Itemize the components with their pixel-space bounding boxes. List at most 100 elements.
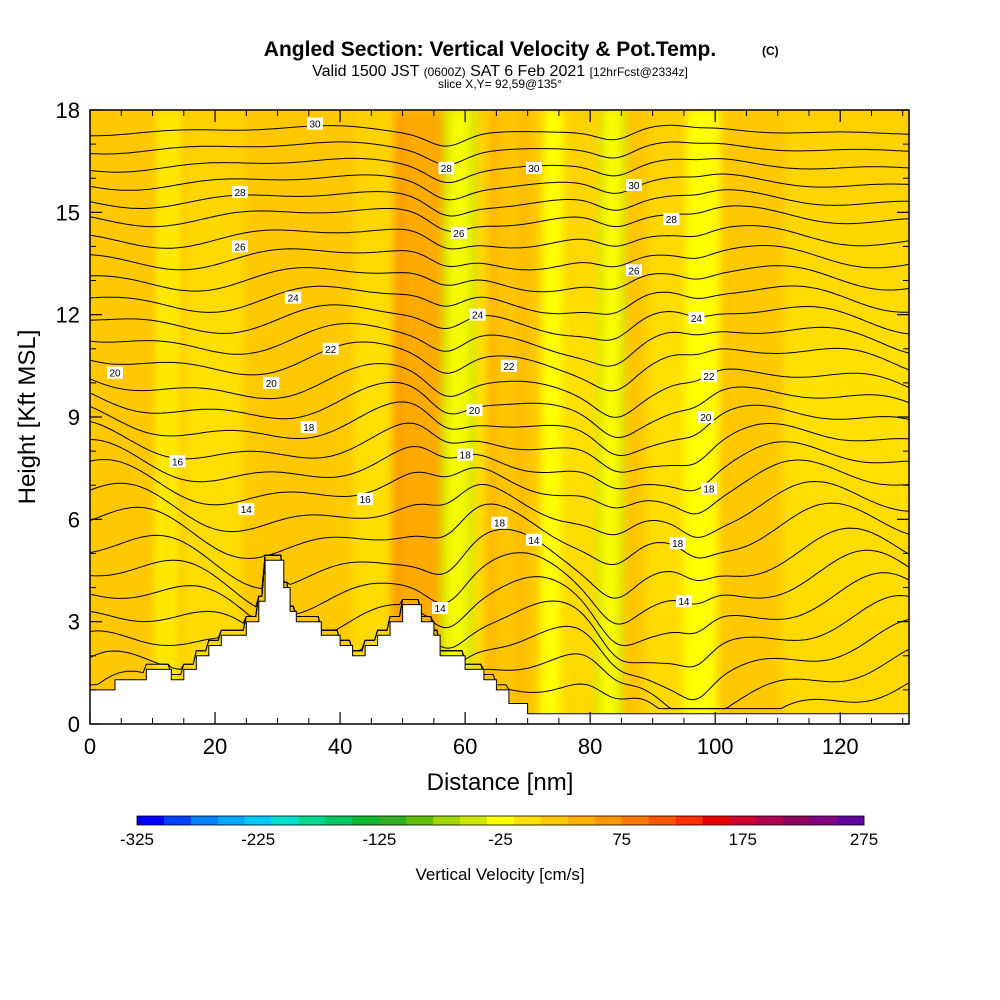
isentrope-line	[90, 304, 909, 341]
contour-label-bg	[107, 366, 124, 379]
terrain-mask	[90, 559, 909, 724]
isentrope-line	[90, 245, 909, 271]
colorbar-swatch	[783, 816, 811, 825]
updraft-band	[402, 110, 439, 724]
colorbar-swatch	[460, 816, 488, 825]
colorbar: -325 -225 -125 -25 75 175 275	[120, 815, 878, 849]
colorbar-swatch	[433, 816, 461, 825]
chart-title-suffix: (C)	[762, 44, 779, 58]
contour-label: 30	[625, 179, 642, 192]
contour-label-bg	[469, 308, 486, 321]
y-axis-label: Height [Kft MSL]	[14, 330, 41, 505]
contour-label: 22	[322, 342, 339, 356]
colorbar-swatch	[487, 816, 515, 825]
contour-label: 30	[525, 161, 542, 175]
contour-label-text: 18	[303, 423, 315, 434]
contour-label-bg	[466, 404, 483, 417]
colorbar-tick-label: 275	[850, 830, 878, 849]
downdraft-band	[159, 110, 176, 724]
contour-label: 22	[500, 359, 517, 373]
subtitle-date: SAT 6 Feb 2021	[470, 63, 585, 80]
isentrope-line	[90, 527, 909, 599]
contour-label-bg	[491, 516, 508, 529]
contour-label: 16	[357, 492, 374, 506]
contour-label-text: 24	[691, 314, 703, 325]
isentrope-line	[90, 124, 909, 147]
contour-label-text: 16	[360, 495, 372, 506]
isentrope-line	[90, 205, 909, 232]
contour-label-bg	[438, 161, 455, 174]
contour-label-bg	[700, 370, 717, 383]
contour-label: 28	[663, 213, 680, 226]
contour-label-bg	[688, 312, 705, 325]
contour-label-text: 14	[678, 597, 690, 608]
contour-label-bg	[697, 411, 714, 423]
isentrope-line	[90, 401, 909, 457]
y-tick-label: 3	[68, 610, 80, 635]
colorbar-tick-label: -325	[120, 830, 154, 849]
updraft-band	[95, 110, 164, 724]
isentrope-line	[90, 189, 909, 217]
updraft-band	[716, 110, 769, 724]
contour-label-bg	[525, 533, 542, 546]
isentrope-line	[90, 225, 909, 250]
colorbar-swatch	[540, 816, 569, 825]
colorbar-label: Vertical Velocity [cm/s]	[415, 865, 584, 884]
contour-label: 26	[232, 240, 249, 253]
colorbar-swatch	[594, 816, 622, 825]
isentrope-line	[90, 421, 909, 473]
contour-label-text: 22	[325, 345, 337, 356]
contour-label-bg	[432, 602, 449, 615]
colorbar-swatch	[217, 816, 246, 825]
isentrope-line	[90, 459, 909, 515]
colorbar-swatch	[648, 816, 676, 825]
subtitle-forecast: [12hrFcst@2334z]	[590, 65, 688, 79]
colorbar-swatch	[271, 816, 299, 825]
chart-subtitle: Valid 1500 JST (0600Z) SAT 6 Feb 2021 [1…	[312, 63, 688, 80]
contour-label-text: 26	[628, 266, 640, 277]
contour-label: 16	[169, 455, 186, 468]
contour-label-bg	[625, 264, 642, 277]
contour-label: 20	[697, 411, 714, 424]
contour-label-text: 22	[503, 362, 515, 373]
colorbar-swatch	[190, 816, 219, 825]
contour-label-text: 28	[666, 215, 678, 226]
contour-label-text: 18	[672, 539, 684, 550]
contour-label-bg	[625, 179, 642, 192]
contour-label-text: 20	[266, 379, 278, 390]
isentrope-line	[90, 554, 909, 701]
contour-label-bg	[669, 537, 686, 550]
contour-label: 28	[232, 185, 249, 199]
contour-label-bg	[450, 226, 467, 239]
isentrope-line	[90, 480, 909, 538]
contour-label-bg	[307, 117, 324, 130]
contour-label-text: 18	[494, 519, 506, 530]
downdraft-band	[543, 110, 560, 724]
contour-label-text: 18	[703, 485, 715, 496]
y-tick-label: 18	[56, 98, 80, 123]
contour-label: 18	[700, 482, 717, 496]
colorbar-swatch	[837, 816, 865, 825]
colorbar-tick-label: 75	[612, 830, 631, 849]
contour-label-text: 20	[109, 369, 121, 380]
contour-label-bg	[263, 376, 280, 389]
contour-label-bg	[232, 240, 249, 253]
y-tick-label: 6	[68, 507, 80, 532]
y-tick-label: 9	[68, 405, 80, 430]
contour-label-bg	[675, 595, 692, 608]
contour-label-text: 24	[288, 294, 300, 305]
isentrope-line	[90, 554, 909, 668]
x-tick-label: 100	[697, 734, 734, 759]
contour-label-bg	[169, 455, 186, 468]
contour-label: 20	[466, 404, 483, 417]
contour-label: 24	[285, 291, 302, 305]
contour-label: 24	[469, 308, 486, 322]
x-tick-label: 80	[578, 734, 602, 759]
contour-label-text: 28	[441, 164, 453, 175]
contour-label: 14	[432, 602, 449, 615]
colorbar-swatch	[621, 816, 649, 825]
isentrope-line	[90, 173, 909, 201]
x-tick-label: 120	[822, 734, 859, 759]
isentrope-line	[90, 549, 909, 625]
colorbar-swatch	[163, 816, 192, 825]
